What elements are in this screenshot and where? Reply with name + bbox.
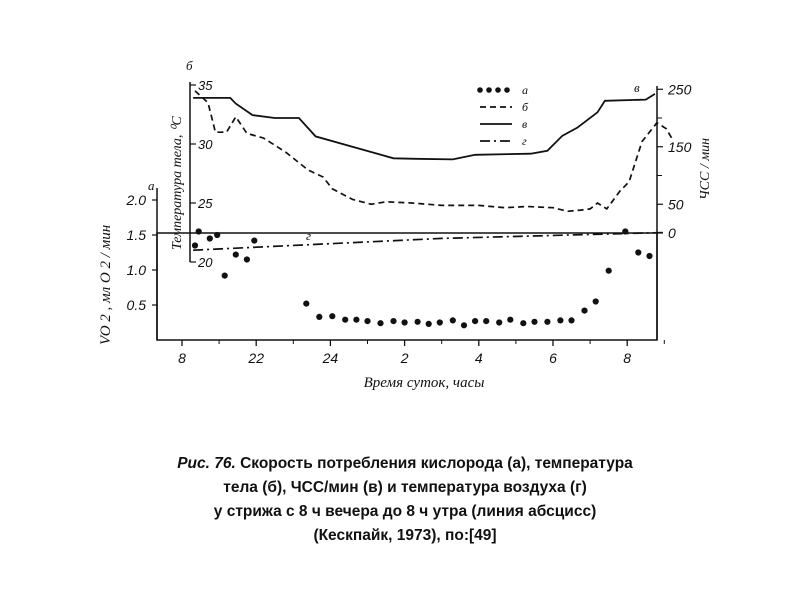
data-point-а [214,231,221,239]
data-point-а [401,319,408,326]
caption-figure-label: Рис. 76. [177,455,236,472]
data-point-а [507,316,514,323]
series-в-line [193,93,656,161]
data-point-а [353,316,360,323]
caption-line-3: у стрижа с 8 ч вечера до 8 ч утра (линия… [213,503,597,520]
x-tick-label: 24 [322,350,339,366]
data-point-а [581,307,588,314]
data-point-а [206,235,213,242]
data-point-а [414,318,421,325]
x-axis-title: Время суток, часы [364,375,485,391]
legend-dot-icon [477,87,483,93]
data-point-а [251,237,258,244]
legend-dot-icon [495,87,501,93]
data-point-а [221,272,228,279]
data-point-а [390,318,397,325]
legend-label: б [522,100,529,114]
x-tick-label: 22 [247,350,264,366]
x-tick-label: 8 [178,350,186,366]
data-point-а [605,267,612,274]
legend-label: а [522,83,528,97]
right-axis-letter: в [634,80,640,95]
data-point-а [568,317,575,324]
caption-line-4: (Кескпайк, 1973), по:[49] [313,527,497,544]
data-point-а [592,298,599,305]
right-tick-label: 150 [668,139,692,155]
data-point-а [544,318,551,325]
x-tick-label: 4 [475,350,483,366]
left-axis-title: VO 2 , мл O 2 / мин [98,225,114,345]
left-tick-label: 1.0 [127,262,147,278]
axis-ticks [152,84,665,346]
data-point-а [557,317,564,324]
inner-axis-title: Температура тела, ⁰С [170,116,185,250]
legend-entry-в: в [480,117,527,131]
legend-dot-icon [486,87,492,93]
inner-tick-label: 35 [198,78,213,93]
x-tick-label: 6 [549,350,557,366]
data-point-а [483,318,490,325]
data-point-а [460,322,468,329]
left-tick-label: 2.0 [126,192,147,208]
data-point-а [377,320,384,327]
inner-tick-label: 30 [198,137,213,152]
data-point-а [243,256,250,263]
inner-tick-label: 20 [197,255,213,270]
caption-line-1-text: Скорость потребления кислорода (а), темп… [235,455,633,472]
legend-label: г [522,134,527,148]
data-point-а [436,319,443,326]
left-axis-letter: а [148,178,155,193]
x-tick-label: 2 [400,350,409,366]
right-axis-title: ЧСС / мин [698,138,713,200]
legend-dot-icon [504,87,510,93]
data-point-а [364,318,371,325]
data-point-а [449,317,456,324]
series-g-inline-label: г [306,228,311,243]
data-point-а [520,320,527,327]
series-г-line [193,231,665,252]
figure-caption: Рис. 76. Скорость потребления кислорода … [95,452,715,548]
data-point-а [425,320,432,327]
right-tick-label: 250 [667,81,692,97]
data-point-а [329,313,336,320]
left-tick-label: 0.5 [127,297,147,313]
data-point-а [342,316,349,323]
left-tick-label: 1.5 [127,227,147,243]
right-tick-label: 0 [668,225,676,241]
data-point-а [232,251,239,258]
legend-entry-г: г [480,134,527,148]
series-а-points [191,228,653,329]
caption-line-1: Рис. 76. Скорость потребления кислорода … [95,452,715,476]
data-point-а [496,319,503,326]
data-point-а [191,242,199,249]
right-tick-label: 50 [668,196,684,212]
data-point-а [635,249,642,256]
data-point-а [303,300,310,307]
data-point-а [195,228,202,235]
data-point-а [646,252,653,260]
legend-label: в [522,117,527,131]
inner-axis-letter: б [186,58,193,73]
legend-entry-б: б [480,100,529,114]
inner-tick-label: 25 [197,196,213,211]
caption-line-2: тела (б), ЧСС/мин (в) и температура возд… [223,479,587,496]
legend-entry-а: а [477,83,528,97]
data-point-а [531,318,538,325]
series-б-line [194,90,673,213]
data-point-а [316,313,323,320]
data-point-а [472,318,479,325]
series-layer [191,90,673,329]
x-tick-label: 8 [623,350,631,366]
